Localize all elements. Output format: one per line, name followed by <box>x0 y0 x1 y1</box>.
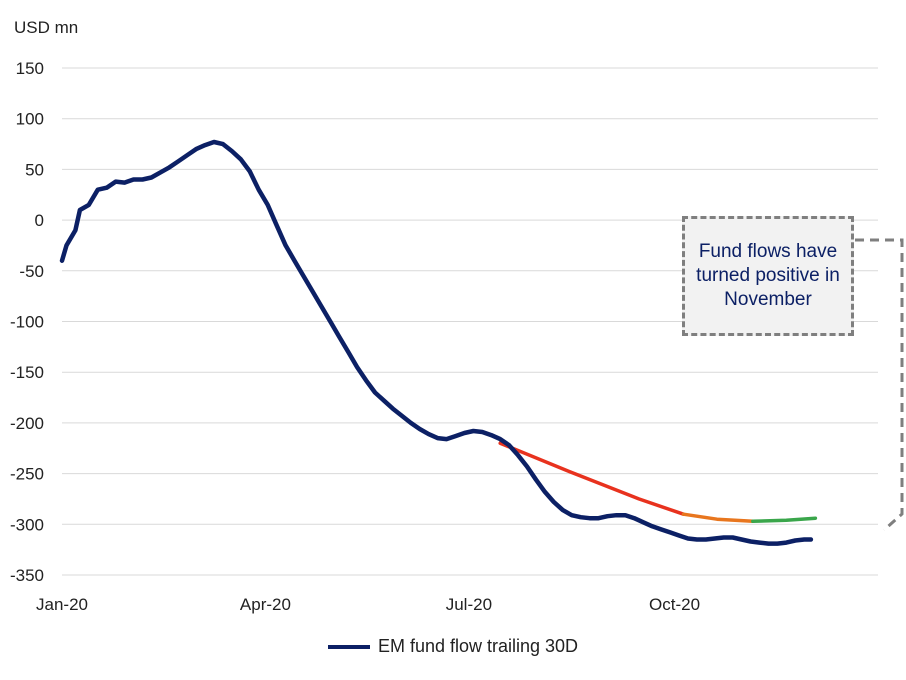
trend-segment <box>681 512 755 524</box>
legend-label: EM fund flow trailing 30D <box>377 636 579 656</box>
legend: EM fund flow trailing 30D <box>0 636 906 657</box>
trend-segment <box>751 516 818 524</box>
axis-labels: USD mn 150 100 50 0 -50 -100 -150 -200 -250 -300 -… <box>10 18 700 614</box>
series-lines <box>59 139 814 546</box>
callout-connector <box>855 238 904 532</box>
y-tick-label: -350 <box>10 566 44 585</box>
y-tick-label: 0 <box>35 211 44 230</box>
y-tick-label: -250 <box>10 465 44 484</box>
y-tick-label: 100 <box>16 110 44 129</box>
y-tick-label: -100 <box>10 313 44 332</box>
callout-leader-line <box>855 238 904 532</box>
y-tick-label: -50 <box>19 262 44 281</box>
annotation-text: Fund flows have turned positive in Novem… <box>696 241 840 310</box>
series-line-em-fund-flow <box>59 139 814 546</box>
y-tick-label: -150 <box>10 363 44 382</box>
x-tick-label: Apr-20 <box>240 595 291 614</box>
x-tick-label: Jul-20 <box>446 595 492 614</box>
y-tick-label: 150 <box>16 59 44 78</box>
y-axis-title: USD mn <box>14 18 78 37</box>
y-tick-label: -300 <box>10 515 44 534</box>
legend-swatch <box>327 644 370 649</box>
trend-overlay <box>498 441 818 524</box>
x-tick-label: Oct-20 <box>649 595 700 614</box>
annotation-callout: Fund flows have turned positive in Novem… <box>682 216 854 336</box>
trend-segment <box>498 441 686 516</box>
gridlines <box>62 67 878 576</box>
x-tick-label: Jan-20 <box>36 595 88 614</box>
y-tick-label: 50 <box>25 160 44 179</box>
y-tick-label: -200 <box>10 414 44 433</box>
